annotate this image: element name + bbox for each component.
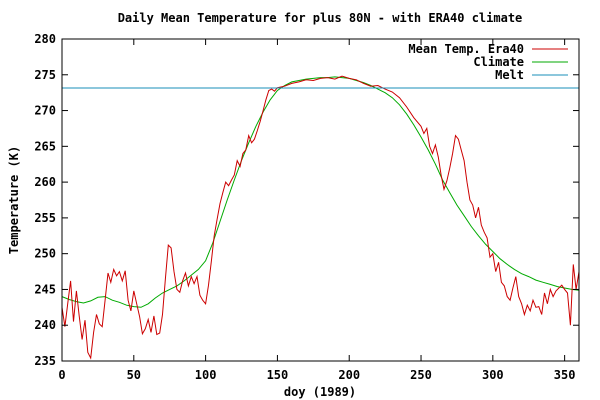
x-tick-label: 300 — [482, 368, 504, 382]
x-tick-label: 100 — [195, 368, 217, 382]
x-tick-label: 50 — [127, 368, 141, 382]
y-tick-label: 265 — [34, 139, 56, 153]
y-tick-label: 260 — [34, 175, 56, 189]
x-tick-label: 250 — [410, 368, 432, 382]
y-tick-label: 245 — [34, 282, 56, 296]
series-line-mean-temp-era40 — [61, 75, 580, 360]
y-tick-label: 270 — [34, 104, 56, 118]
x-tick-label: 200 — [338, 368, 360, 382]
y-tick-label: 280 — [34, 32, 56, 46]
x-tick-label: 0 — [58, 368, 65, 382]
series-layer — [61, 75, 580, 360]
tick-layer: 0 50 100 150 200 250 300 350 235 240 245 250 255 260 2… — [34, 32, 579, 382]
x-tick-label: 150 — [267, 368, 289, 382]
y-tick-label: 255 — [34, 211, 56, 225]
series-line-climate — [61, 76, 580, 308]
chart-title: Daily Mean Temperature for plus 80N - wi… — [118, 11, 523, 25]
plot-frame — [61, 38, 580, 362]
legend-label: Climate — [473, 55, 524, 69]
legend-label: Mean Temp. Era40 — [408, 42, 524, 56]
y-tick-label: 275 — [34, 68, 56, 82]
y-tick-label: 235 — [34, 354, 56, 368]
y-tick-label: 250 — [34, 247, 56, 261]
y-axis-label: Temperature (K) — [7, 146, 21, 254]
x-tick-label: 350 — [554, 368, 576, 382]
y-tick-label: 240 — [34, 318, 56, 332]
legend-label: Melt — [495, 68, 524, 82]
x-axis-label: doy (1989) — [284, 385, 356, 399]
